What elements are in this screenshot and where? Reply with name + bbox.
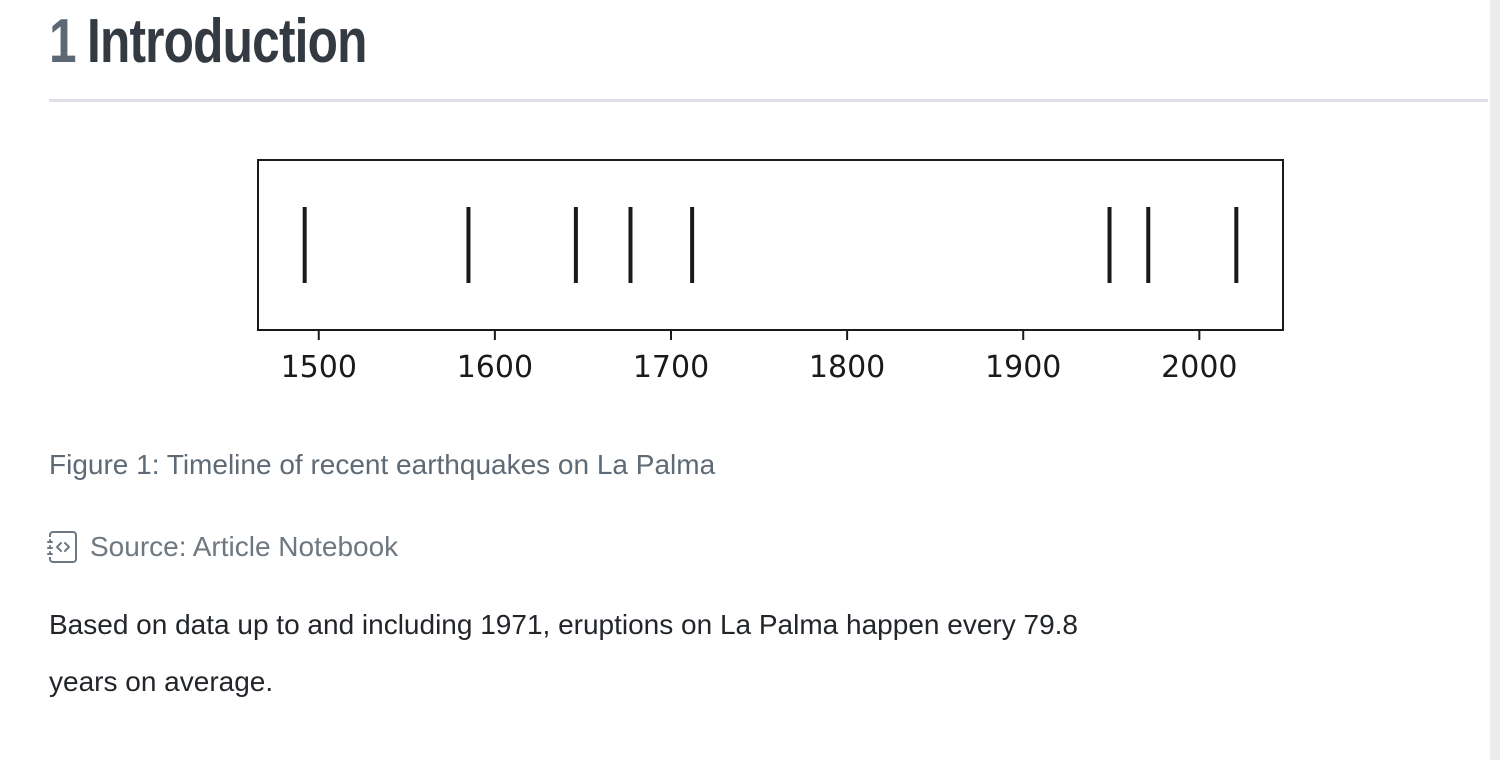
vertical-scrollbar[interactable] — [1490, 0, 1500, 760]
figure-caption: Figure 1: Timeline of recent earthquakes… — [49, 449, 716, 480]
x-tick-label: 1800 — [809, 350, 885, 385]
eruption-timeline-plot: 1500 1600 1700 1800 1900 2000 — [257, 159, 1284, 385]
x-tick-label: 1900 — [985, 350, 1061, 385]
x-tick-label: 2000 — [1161, 350, 1237, 385]
figure-plot-container: 1500 1600 1700 1800 1900 2000 — [0, 140, 1500, 390]
section-title: Introduction — [86, 7, 367, 76]
plot-frame — [257, 159, 1284, 331]
x-tick-label: 1600 — [457, 350, 533, 385]
body-paragraph-line: Based on data up to and including 1971, … — [49, 609, 1078, 640]
section-number: 1 — [49, 7, 77, 76]
journal-code-icon — [47, 531, 79, 563]
figure-source-label: Source: Article Notebook — [90, 531, 399, 562]
section-heading: 1 Introduction — [49, 11, 367, 73]
body-paragraph: Based on data up to and including 1971, … — [49, 596, 1449, 710]
x-tick-label: 1500 — [281, 350, 357, 385]
section-divider — [49, 99, 1488, 102]
figure-source-link[interactable]: Source: Article Notebook — [47, 531, 398, 563]
x-tick-label: 1700 — [633, 350, 709, 385]
body-paragraph-line: years on average. — [49, 666, 274, 697]
